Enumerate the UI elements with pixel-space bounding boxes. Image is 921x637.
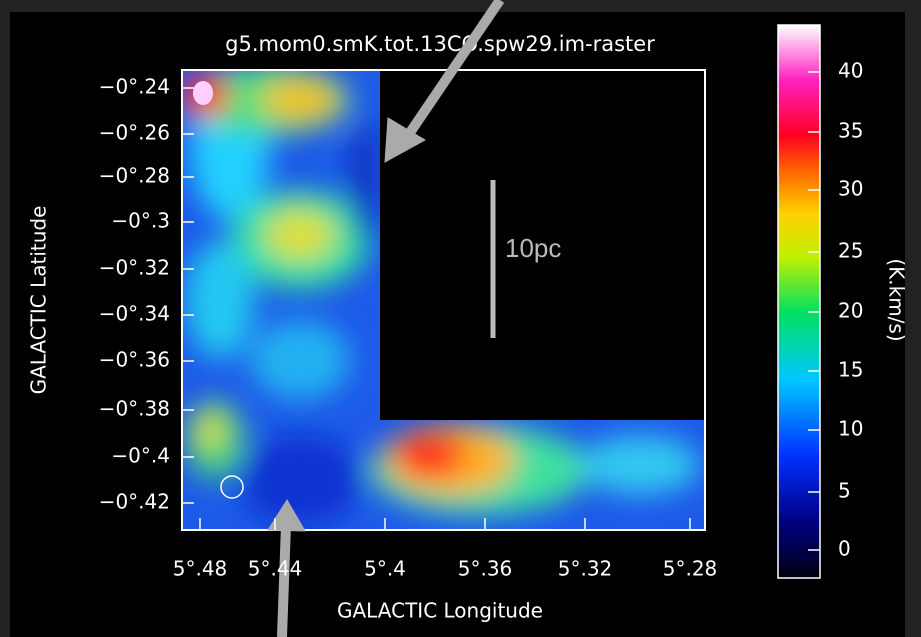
x-tick-label: 5°.48 [173,557,228,581]
y-axis-label: GALACTIC Latitude [27,206,51,395]
scale-label: 10pc [505,233,561,263]
y-tick-label: −0°.36 [99,348,170,372]
x-axis-label: GALACTIC Longitude [337,599,543,623]
colorbar-tick-label: 10 [838,417,863,441]
y-tick-label: −0°.26 [99,121,170,145]
y-tick-label: −0°.28 [99,164,170,188]
colorbar-label: (K.km/s) [885,258,909,341]
colorbar-tick-label: 0 [838,537,851,561]
y-tick-label: −0°.42 [99,490,170,514]
colorbar [778,25,820,578]
x-tick-label: 5°.36 [458,557,513,581]
colorbar-tick-label: 5 [838,479,851,503]
x-tick-label: 5°.44 [248,557,303,581]
colorbar-tick-label: 15 [838,358,863,382]
colorbar-tick-label: 40 [838,59,863,83]
y-tick-label: −0°.4 [111,444,170,468]
y-tick-label: −0°.38 [99,397,170,421]
colorbar-tick-label: 25 [838,239,863,263]
x-tick-label: 5°.28 [663,557,718,581]
x-tick-label: 5°.32 [558,557,613,581]
y-tick-label: −0°.3 [111,209,170,233]
plot-title: g5.mom0.smK.tot.13CO.spw29.im-raster [225,32,655,56]
y-tick-label: −0°.24 [99,75,170,99]
colorbar-tick-label: 30 [838,177,863,201]
colorbar-tick-label: 35 [838,119,863,143]
y-tick-label: −0°.32 [99,256,170,280]
screenshot: g5.mom0.smK.tot.13CO.spw29.im-raster GAL… [0,0,921,637]
x-tick-label: 5°.4 [364,557,406,581]
y-tick-label: −0°.34 [99,302,170,326]
colorbar-tick-label: 20 [838,299,863,323]
